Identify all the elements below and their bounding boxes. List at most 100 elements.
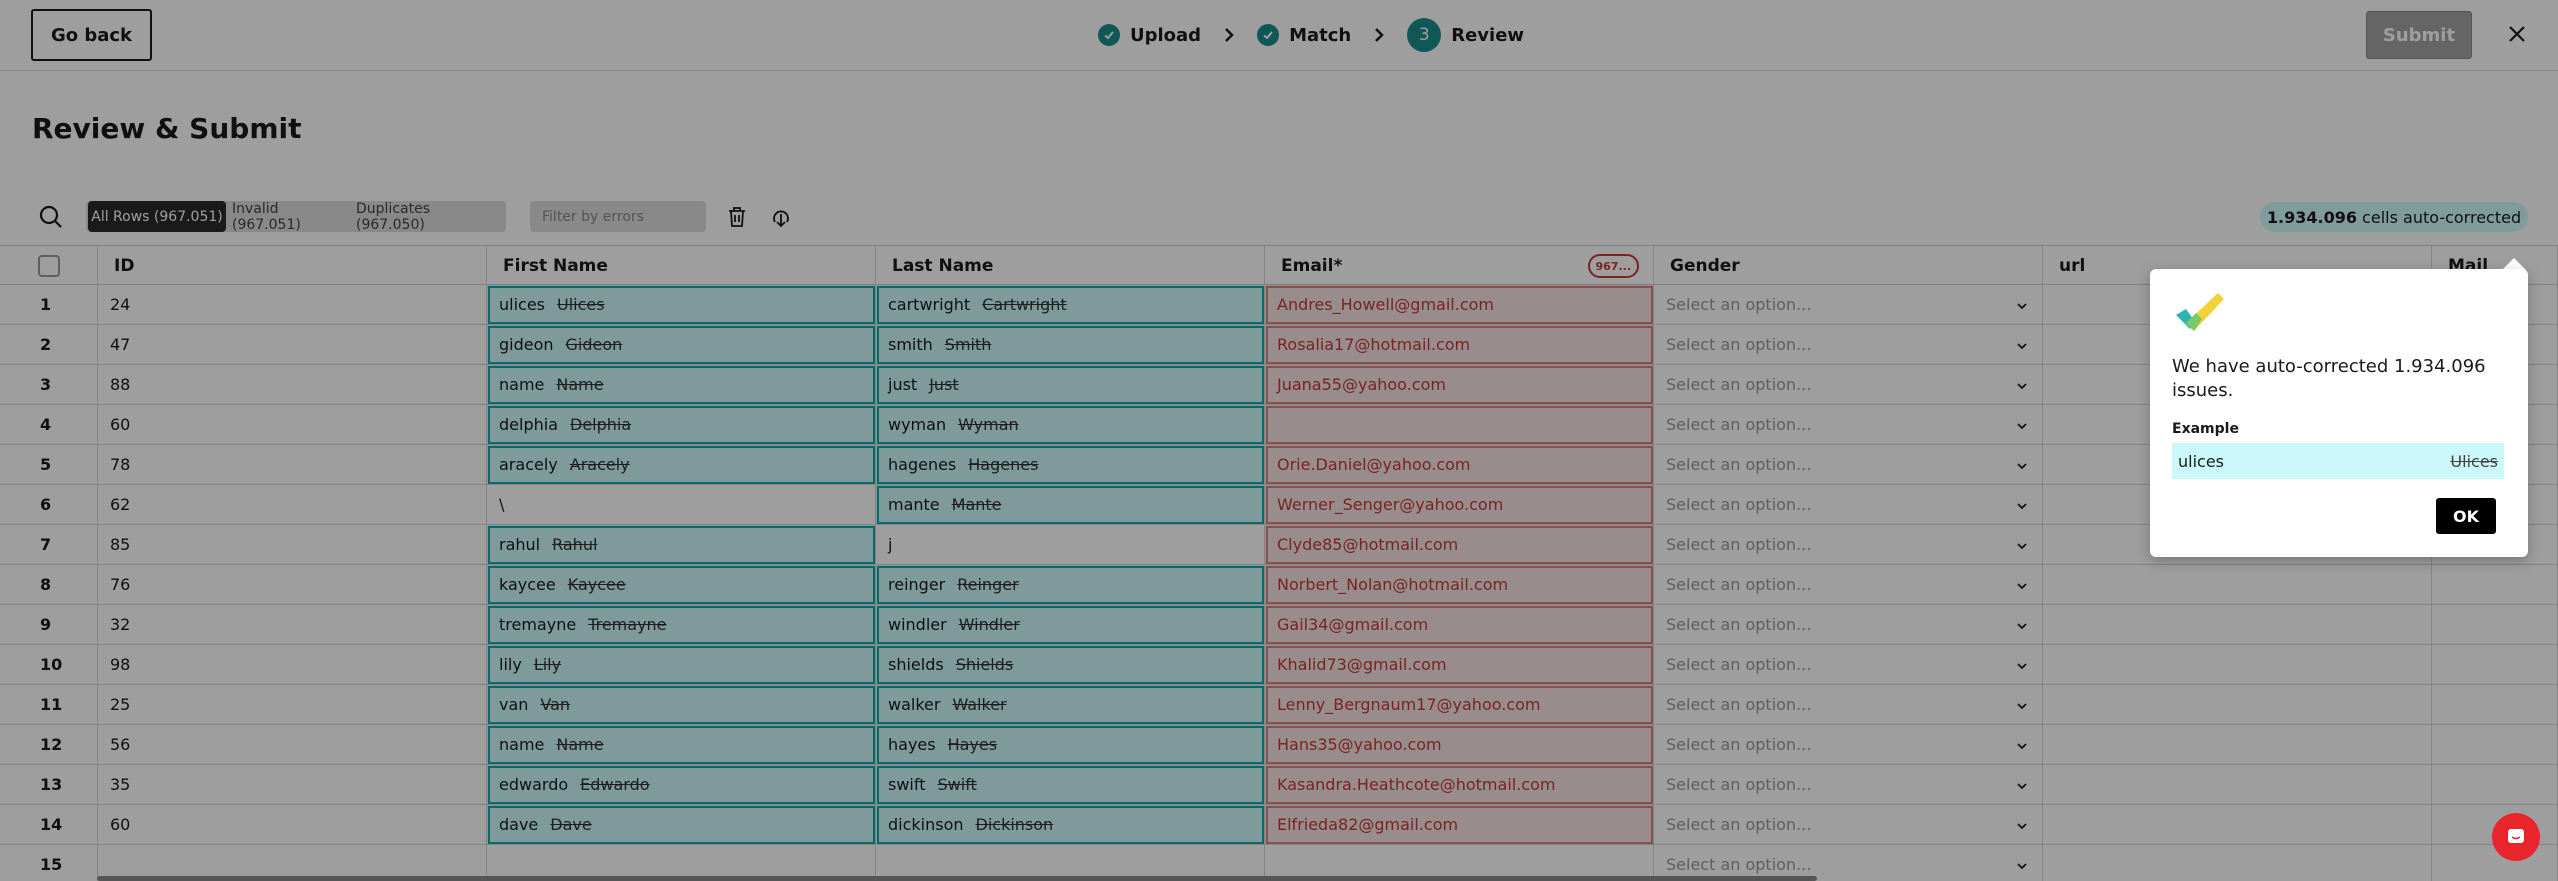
email-cell[interactable]: Kasandra.Heathcote@hotmail.com (1265, 765, 1654, 805)
last-name-cell[interactable]: hagenes Hagenes (876, 445, 1265, 485)
trash-icon[interactable] (724, 204, 750, 230)
id-cell[interactable]: 25 (98, 685, 487, 725)
table-row[interactable]: 4 60 delphia Delphia wyman Wyman Select an opt… (0, 405, 2558, 445)
id-cell[interactable]: 60 (98, 805, 487, 845)
last-name-cell[interactable]: reinger Reinger (876, 565, 1265, 605)
url-cell[interactable] (2043, 725, 2432, 765)
url-cell[interactable] (2043, 845, 2432, 881)
first-name-cell[interactable]: \ (487, 485, 876, 525)
table-row[interactable]: 7 85 rahul Rahul j Clyde85@hotmail.com Select … (0, 525, 2558, 565)
first-name-cell[interactable]: aracely Aracely (487, 445, 876, 485)
email-cell[interactable]: Khalid73@gmail.com (1265, 645, 1654, 685)
id-cell[interactable]: 32 (98, 605, 487, 645)
last-name-cell[interactable]: swift Swift (876, 765, 1265, 805)
email-cell[interactable]: Lenny_Bergnaum17@yahoo.com (1265, 685, 1654, 725)
first-name-cell[interactable]: van Van (487, 685, 876, 725)
email-cell[interactable]: Norbert_Nolan@hotmail.com (1265, 565, 1654, 605)
id-cell[interactable]: 62 (98, 485, 487, 525)
table-row[interactable]: 10 98 lily Lily shields Shields Khalid73@gmail… (0, 645, 2558, 685)
email-cell[interactable]: Gail34@gmail.com (1265, 605, 1654, 645)
id-cell[interactable]: 47 (98, 325, 487, 365)
filter-by-errors-input[interactable]: Filter by errors (530, 201, 706, 232)
gender-select[interactable]: Select an option... (1654, 605, 2043, 645)
id-cell[interactable]: 98 (98, 645, 487, 685)
id-cell[interactable]: 56 (98, 725, 487, 765)
gender-select[interactable]: Select an option... (1654, 645, 2043, 685)
table-row[interactable]: 12 56 name Name hayes Hayes Hans35@yahoo.com Se… (0, 725, 2558, 765)
first-name-cell[interactable] (487, 845, 876, 881)
gender-select[interactable]: Select an option... (1654, 805, 2043, 845)
column-header-url[interactable]: url (2043, 246, 2432, 285)
gender-select[interactable]: Select an option... (1654, 285, 2043, 325)
id-cell[interactable] (98, 845, 487, 881)
url-cell[interactable] (2043, 565, 2432, 605)
last-name-cell[interactable]: wyman Wyman (876, 405, 1265, 445)
last-name-cell[interactable] (876, 845, 1265, 881)
table-row[interactable]: 15 Select an option... (0, 845, 2558, 881)
tab-all-rows[interactable]: All Rows (967.051) (88, 201, 226, 232)
tab-duplicates[interactable]: Duplicates (967.050) (356, 200, 430, 233)
email-cell[interactable]: Elfrieda82@gmail.com (1265, 805, 1654, 845)
first-name-cell[interactable]: kaycee Kaycee (487, 565, 876, 605)
gender-select[interactable]: Select an option... (1654, 765, 2043, 805)
select-all-checkbox[interactable] (37, 254, 60, 277)
gender-select[interactable]: Select an option... (1654, 845, 2043, 881)
first-name-cell[interactable]: ulices Ulices (487, 285, 876, 325)
chat-icon[interactable] (2492, 813, 2540, 861)
last-name-cell[interactable]: hayes Hayes (876, 725, 1265, 765)
last-name-cell[interactable]: windler Windler (876, 605, 1265, 645)
go-back-button[interactable]: Go back (31, 9, 152, 61)
gender-select[interactable]: Select an option... (1654, 365, 2043, 405)
first-name-cell[interactable]: delphia Delphia (487, 405, 876, 445)
id-cell[interactable]: 78 (98, 445, 487, 485)
url-cell[interactable] (2043, 685, 2432, 725)
email-cell[interactable]: Clyde85@hotmail.com (1265, 525, 1654, 565)
id-cell[interactable]: 60 (98, 405, 487, 445)
last-name-cell[interactable]: just Just (876, 365, 1265, 405)
close-icon[interactable] (2505, 22, 2529, 46)
table-row[interactable]: 14 60 dave Dave dickinson Dickinson Elfrieda82… (0, 805, 2558, 845)
url-cell[interactable] (2043, 605, 2432, 645)
last-name-cell[interactable]: mante Mante (876, 485, 1265, 525)
submit-button[interactable]: Submit (2366, 11, 2472, 59)
id-cell[interactable]: 76 (98, 565, 487, 605)
last-name-cell[interactable]: dickinson Dickinson (876, 805, 1265, 845)
first-name-cell[interactable]: tremayne Tremayne (487, 605, 876, 645)
gender-select[interactable]: Select an option... (1654, 565, 2043, 605)
first-name-cell[interactable]: gideon Gideon (487, 325, 876, 365)
first-name-cell[interactable]: name Name (487, 725, 876, 765)
email-cell[interactable] (1265, 845, 1654, 881)
first-name-cell[interactable]: name Name (487, 365, 876, 405)
last-name-cell[interactable]: walker Walker (876, 685, 1265, 725)
first-name-cell[interactable]: rahul Rahul (487, 525, 876, 565)
column-header-first-name[interactable]: First Name (487, 246, 876, 285)
url-cell[interactable] (2043, 645, 2432, 685)
search-icon[interactable] (38, 204, 64, 230)
email-cell[interactable]: Juana55@yahoo.com (1265, 365, 1654, 405)
horizontal-scrollbar[interactable] (97, 876, 1817, 881)
id-cell[interactable]: 24 (98, 285, 487, 325)
id-cell[interactable]: 85 (98, 525, 487, 565)
url-cell[interactable] (2043, 765, 2432, 805)
table-row[interactable]: 6 62 \ mante Mante Werner_Senger@yahoo.com Sel… (0, 485, 2558, 525)
column-header-gender[interactable]: Gender (1654, 246, 2043, 285)
gender-select[interactable]: Select an option... (1654, 725, 2043, 765)
column-header-last-name[interactable]: Last Name (876, 246, 1265, 285)
first-name-cell[interactable]: dave Dave (487, 805, 876, 845)
email-cell[interactable]: Werner_Senger@yahoo.com (1265, 485, 1654, 525)
error-count-badge[interactable]: 967... (1587, 254, 1639, 278)
table-row[interactable]: 1 24 ulices Ulices cartwright Cartwright Andre… (0, 285, 2558, 325)
ok-button[interactable]: OK (2436, 498, 2496, 534)
first-name-cell[interactable]: edwardo Edwardo (487, 765, 876, 805)
table-row[interactable]: 11 25 van Van walker Walker Lenny_Bergnaum17@y… (0, 685, 2558, 725)
email-cell[interactable]: Orie.Daniel@yahoo.com (1265, 445, 1654, 485)
gender-select[interactable]: Select an option... (1654, 685, 2043, 725)
id-cell[interactable]: 35 (98, 765, 487, 805)
first-name-cell[interactable]: lily Lily (487, 645, 876, 685)
id-cell[interactable]: 88 (98, 365, 487, 405)
auto-corrected-badge[interactable]: 1.934.096 cells auto-corrected (2260, 202, 2528, 232)
table-row[interactable]: 8 76 kaycee Kaycee reinger Reinger Norbert_Nol… (0, 565, 2558, 605)
column-header-email[interactable]: Email* 967... (1265, 246, 1654, 285)
tab-invalid[interactable]: Invalid (967.051) (232, 200, 301, 233)
gender-select[interactable]: Select an option... (1654, 445, 2043, 485)
